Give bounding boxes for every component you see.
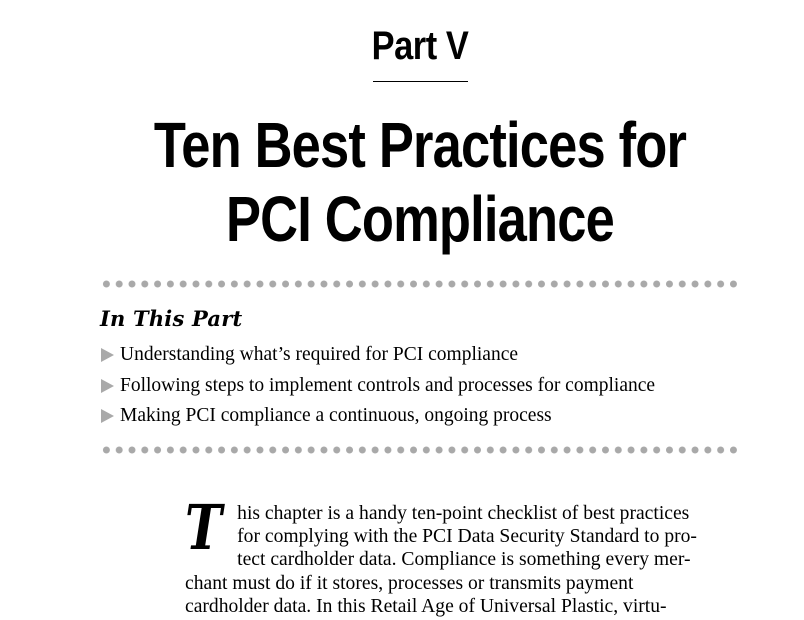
list-item-text: Understanding what’s required for PCI co… bbox=[120, 344, 519, 366]
list-item-text: Following steps to implement controls an… bbox=[120, 374, 656, 396]
list-item: Making PCI compliance a continuous, ongo… bbox=[100, 401, 655, 432]
body-line: his chapter is a handy ten-point checkli… bbox=[237, 503, 690, 524]
body-line: for complying with the PCI Data Security… bbox=[237, 526, 697, 548]
body-line: tect cardholder data. Compliance is some… bbox=[237, 549, 691, 571]
list-item: Understanding what’s required for PCI co… bbox=[100, 340, 655, 371]
dotted-divider-bottom bbox=[100, 445, 740, 455]
part-underline bbox=[373, 81, 468, 82]
dotted-divider-top bbox=[100, 279, 740, 289]
part-label: Part V bbox=[371, 24, 469, 68]
list-item: Following steps to implement controls an… bbox=[100, 371, 655, 402]
part-title-line-2: PCI Compliance bbox=[225, 183, 615, 255]
drop-cap: T bbox=[185, 491, 222, 564]
body-line: chant must do if it stores, processes or… bbox=[185, 572, 634, 594]
triangle-arrow-right-icon bbox=[101, 378, 114, 393]
part-title: Ten Best Practices for PCI Compliance bbox=[76, 108, 765, 256]
triangle-arrow-right-icon bbox=[101, 409, 114, 424]
body-line: cardholder data. In this Retail Age of U… bbox=[185, 595, 667, 617]
body-paragraph: T his chapter is a handy ten-point check… bbox=[185, 491, 745, 618]
part-title-line-1: Ten Best Practices for bbox=[153, 109, 687, 181]
in-this-part-list: Understanding what’s required for PCI co… bbox=[100, 340, 655, 432]
list-item-text: Making PCI compliance a continuous, ongo… bbox=[120, 405, 552, 427]
triangle-arrow-right-icon bbox=[101, 348, 114, 363]
in-this-part-heading: In This Part bbox=[100, 306, 243, 331]
